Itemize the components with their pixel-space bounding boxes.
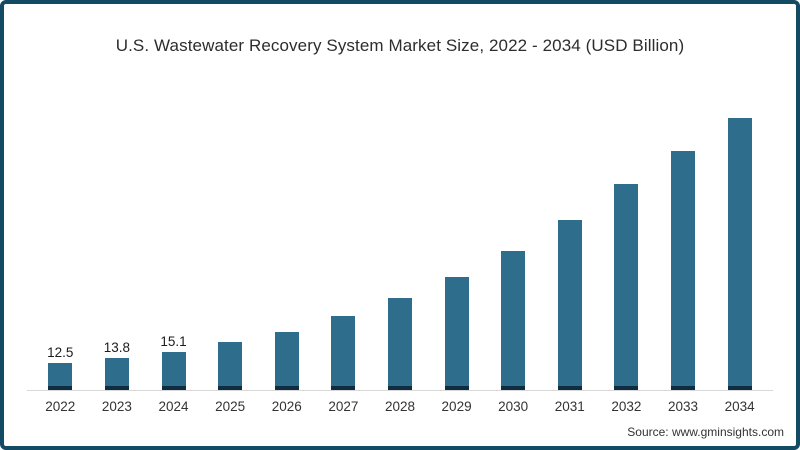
chart-title: U.S. Wastewater Recovery System Market S… bbox=[115, 36, 685, 55]
x-tick-2024: 2024 bbox=[158, 399, 189, 414]
x-axis-labels: 2022 2023 2024 2025 2026 2027 2028 2029 2030 2031… bbox=[32, 399, 768, 414]
bar-2028 bbox=[387, 298, 412, 390]
bar-group-2025 bbox=[202, 342, 259, 390]
bar-2033 bbox=[671, 151, 695, 390]
bar-value-label: 15.1 bbox=[160, 334, 187, 349]
x-tick-2033: 2033 bbox=[667, 399, 699, 414]
bar-base bbox=[671, 386, 695, 390]
bar-base bbox=[387, 386, 412, 390]
bar-group-2033 bbox=[655, 151, 712, 390]
x-axis-line bbox=[27, 390, 773, 391]
bar-base bbox=[557, 386, 582, 390]
bar-group-2031 bbox=[541, 220, 598, 390]
bar-group-2029 bbox=[428, 277, 485, 390]
x-tick-2023: 2023 bbox=[101, 399, 132, 414]
bar-2031 bbox=[557, 220, 582, 390]
bar-2024 bbox=[161, 352, 186, 390]
bar-2034 bbox=[727, 118, 752, 390]
x-tick-2022: 2022 bbox=[45, 399, 76, 414]
x-tick-2034: 2034 bbox=[724, 399, 755, 414]
bar-value-label: 13.8 bbox=[103, 340, 131, 355]
bar-2030 bbox=[501, 251, 526, 390]
x-tick-2029: 2029 bbox=[441, 399, 472, 414]
bar-base bbox=[444, 386, 469, 390]
bar-base bbox=[727, 386, 752, 390]
bar-2022 bbox=[48, 363, 73, 390]
bar-2025 bbox=[218, 342, 243, 390]
bar-group-2024: 15.1 bbox=[145, 334, 202, 390]
bar-group-2027 bbox=[315, 316, 372, 390]
bar-2023 bbox=[104, 358, 129, 390]
x-tick-2025: 2025 bbox=[215, 399, 246, 414]
bar-group-2022: 12.5 bbox=[32, 345, 89, 390]
bar-base bbox=[218, 386, 243, 390]
bar-base bbox=[501, 386, 526, 390]
x-tick-2028: 2028 bbox=[384, 399, 415, 414]
bar-base bbox=[161, 386, 186, 390]
bar-group-2028 bbox=[372, 298, 429, 390]
bar-group-2032 bbox=[598, 184, 655, 390]
bar-group-2030 bbox=[485, 251, 542, 390]
plot-area: 12.5 13.8 15.1 2022 2023 2024 2025 2026 2027 202… bbox=[27, 100, 773, 414]
bar-base bbox=[614, 386, 639, 390]
bar-2029 bbox=[444, 277, 469, 390]
bar-value-label: 12.5 bbox=[47, 345, 74, 360]
source-text: Source: www.gminsights.com bbox=[627, 425, 784, 439]
bar-2026 bbox=[274, 332, 299, 390]
bar-base bbox=[331, 386, 356, 390]
x-tick-2031: 2031 bbox=[554, 399, 585, 414]
bar-group-2026 bbox=[258, 332, 315, 390]
bar-group-2034 bbox=[711, 118, 768, 390]
bar-2027 bbox=[331, 316, 356, 390]
bar-2032 bbox=[614, 184, 639, 390]
x-tick-2030: 2030 bbox=[498, 399, 529, 414]
x-tick-2027: 2027 bbox=[328, 399, 359, 414]
bars-row: 12.5 13.8 15.1 bbox=[32, 100, 768, 390]
x-tick-2032: 2032 bbox=[611, 399, 642, 414]
bar-base bbox=[48, 386, 73, 390]
bar-group-2023: 13.8 bbox=[89, 340, 146, 390]
x-tick-2026: 2026 bbox=[271, 399, 302, 414]
bar-base bbox=[104, 386, 129, 390]
bar-base bbox=[274, 386, 299, 390]
